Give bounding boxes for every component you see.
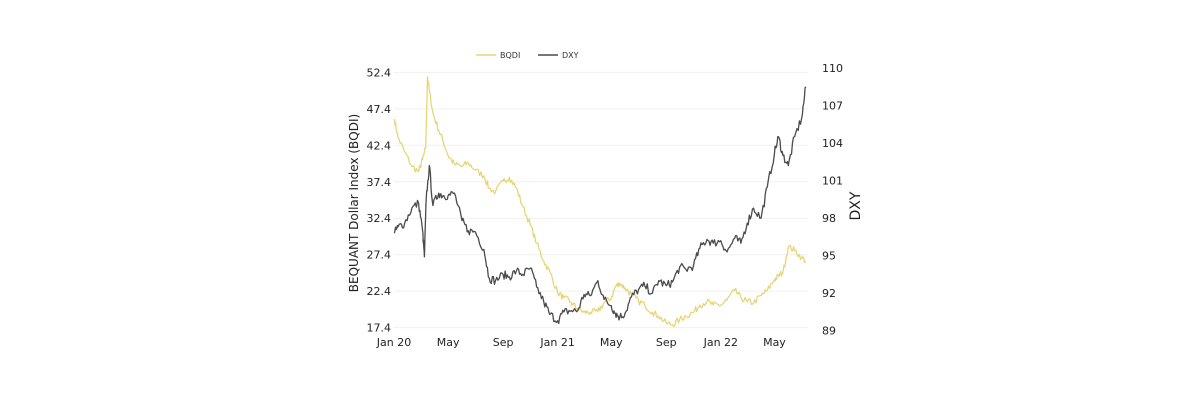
right-y-axis-title: DXY	[848, 191, 864, 220]
right-y-tick-label: 95	[822, 250, 836, 263]
series-line-bqdi	[393, 76, 807, 328]
legend: BQDI DXY	[476, 51, 579, 60]
x-tick-label: May	[600, 336, 623, 349]
left-y-axis-title: BEQUANT Dollar Index (BQDI)	[347, 114, 361, 292]
x-tick-label: Jan 21	[539, 336, 574, 349]
left-y-axis-ticks: 17.4 22.4 27.4 32.4 37.4 42.4 47.4 52.4	[367, 66, 392, 334]
x-tick-label: May	[763, 336, 786, 349]
left-y-tick-label: 17.4	[367, 322, 392, 335]
left-y-tick-label: 42.4	[367, 139, 392, 152]
right-y-tick-label: 101	[822, 175, 843, 188]
x-tick-label: Sep	[656, 336, 677, 349]
x-tick-label: Jan 20	[376, 336, 411, 349]
x-tick-label: Sep	[493, 336, 514, 349]
right-y-tick-label: 110	[822, 62, 843, 75]
legend-label-dxy: DXY	[562, 51, 579, 60]
x-tick-label: Jan 22	[703, 336, 738, 349]
right-y-tick-label: 107	[822, 100, 843, 113]
right-y-tick-label: 89	[822, 325, 836, 338]
left-y-tick-label: 47.4	[367, 103, 392, 116]
left-y-tick-label: 52.4	[367, 66, 392, 79]
right-y-tick-label: 98	[822, 212, 836, 225]
right-y-axis-ticks: 89 92 95 98 101 104 107 110	[822, 62, 843, 338]
series-line-dxy	[393, 86, 807, 325]
x-axis-ticks: Jan 20 May Sep Jan 21 May Sep Jan 22 May	[376, 336, 787, 349]
left-y-tick-label: 32.4	[367, 212, 392, 225]
left-y-tick-label: 27.4	[367, 249, 392, 262]
legend-label-bqdi: BQDI	[500, 51, 520, 60]
right-y-tick-label: 104	[822, 137, 843, 150]
left-y-tick-label: 22.4	[367, 285, 392, 298]
series-layer	[393, 76, 807, 328]
left-y-tick-label: 37.4	[367, 176, 392, 189]
x-tick-label: May	[437, 336, 460, 349]
right-y-tick-label: 92	[822, 287, 836, 300]
